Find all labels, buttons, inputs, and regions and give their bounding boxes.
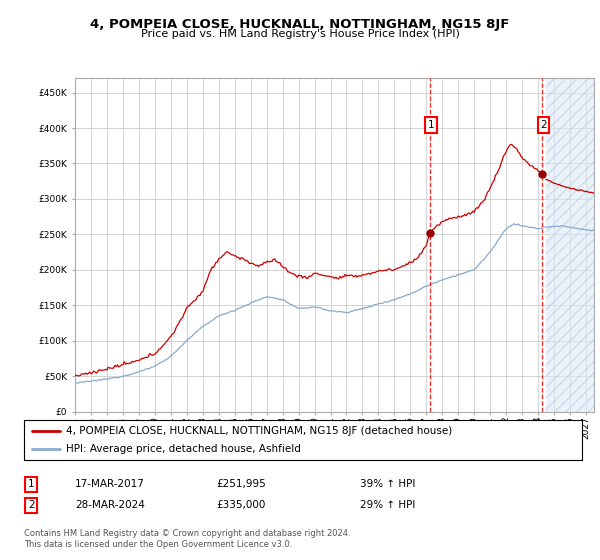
Text: 1: 1 [428,120,434,130]
Text: 2: 2 [28,500,35,510]
Text: 28-MAR-2024: 28-MAR-2024 [75,500,145,510]
Text: Contains HM Land Registry data © Crown copyright and database right 2024.
This d: Contains HM Land Registry data © Crown c… [24,529,350,549]
Text: 4, POMPEIA CLOSE, HUCKNALL, NOTTINGHAM, NG15 8JF (detached house): 4, POMPEIA CLOSE, HUCKNALL, NOTTINGHAM, … [66,426,452,436]
Text: HPI: Average price, detached house, Ashfield: HPI: Average price, detached house, Ashf… [66,445,301,454]
Bar [546,78,594,412]
Text: £335,000: £335,000 [216,500,265,510]
Text: 2: 2 [540,120,547,130]
Text: 4, POMPEIA CLOSE, HUCKNALL, NOTTINGHAM, NG15 8JF: 4, POMPEIA CLOSE, HUCKNALL, NOTTINGHAM, … [91,18,509,31]
Text: £251,995: £251,995 [216,479,266,489]
Text: Price paid vs. HM Land Registry's House Price Index (HPI): Price paid vs. HM Land Registry's House … [140,29,460,39]
Text: 1: 1 [28,479,35,489]
Text: 39% ↑ HPI: 39% ↑ HPI [360,479,415,489]
Text: 29% ↑ HPI: 29% ↑ HPI [360,500,415,510]
Text: 17-MAR-2017: 17-MAR-2017 [75,479,145,489]
Bar [546,78,594,412]
